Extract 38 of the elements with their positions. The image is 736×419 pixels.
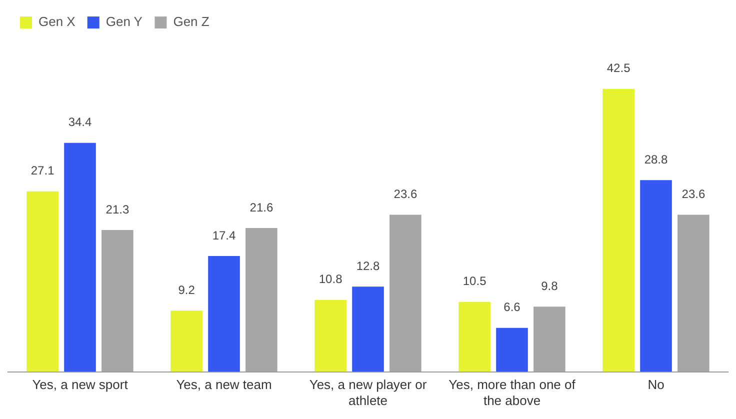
bar	[246, 228, 278, 372]
bar	[458, 302, 490, 372]
data-label: 23.6	[682, 187, 706, 202]
bar	[170, 310, 202, 372]
data-label: 10.5	[462, 274, 487, 288]
bar	[602, 88, 634, 372]
bar	[534, 306, 566, 372]
data-label: 9.8	[541, 278, 558, 293]
bar	[640, 180, 672, 372]
data-label: 28.8	[644, 152, 668, 166]
bar	[102, 230, 134, 372]
data-label: 34.4	[68, 115, 92, 130]
data-label: 10.8	[318, 272, 343, 286]
data-label: 21.6	[250, 200, 274, 214]
bar	[678, 214, 710, 372]
x-tick-label: No	[648, 377, 664, 392]
bar	[314, 300, 346, 372]
x-tick-label: Yes, a new player or athlete	[309, 377, 428, 408]
data-label: 23.6	[394, 187, 418, 202]
x-tick-label: Yes, more than one of the above	[448, 377, 576, 408]
bar	[64, 142, 96, 372]
data-label: 27.1	[30, 164, 55, 178]
data-label: 12.8	[356, 258, 380, 273]
data-label: 42.5	[606, 61, 631, 76]
data-label: 9.2	[178, 282, 196, 297]
bar	[208, 256, 240, 372]
legend-label: Gen Y	[106, 14, 143, 30]
bar	[26, 191, 58, 372]
legend-label: Gen X	[38, 14, 76, 30]
data-label: 6.6	[504, 300, 521, 314]
legend-label: Gen Z	[173, 14, 210, 30]
data-label: 21.3	[106, 202, 130, 216]
data-label: 17.4	[212, 228, 236, 242]
bar	[390, 214, 422, 372]
x-tick-label: Yes, a new team	[176, 377, 272, 392]
bar	[352, 286, 384, 372]
x-tick-label: Yes, a new sport	[32, 377, 128, 392]
bar	[496, 328, 528, 372]
